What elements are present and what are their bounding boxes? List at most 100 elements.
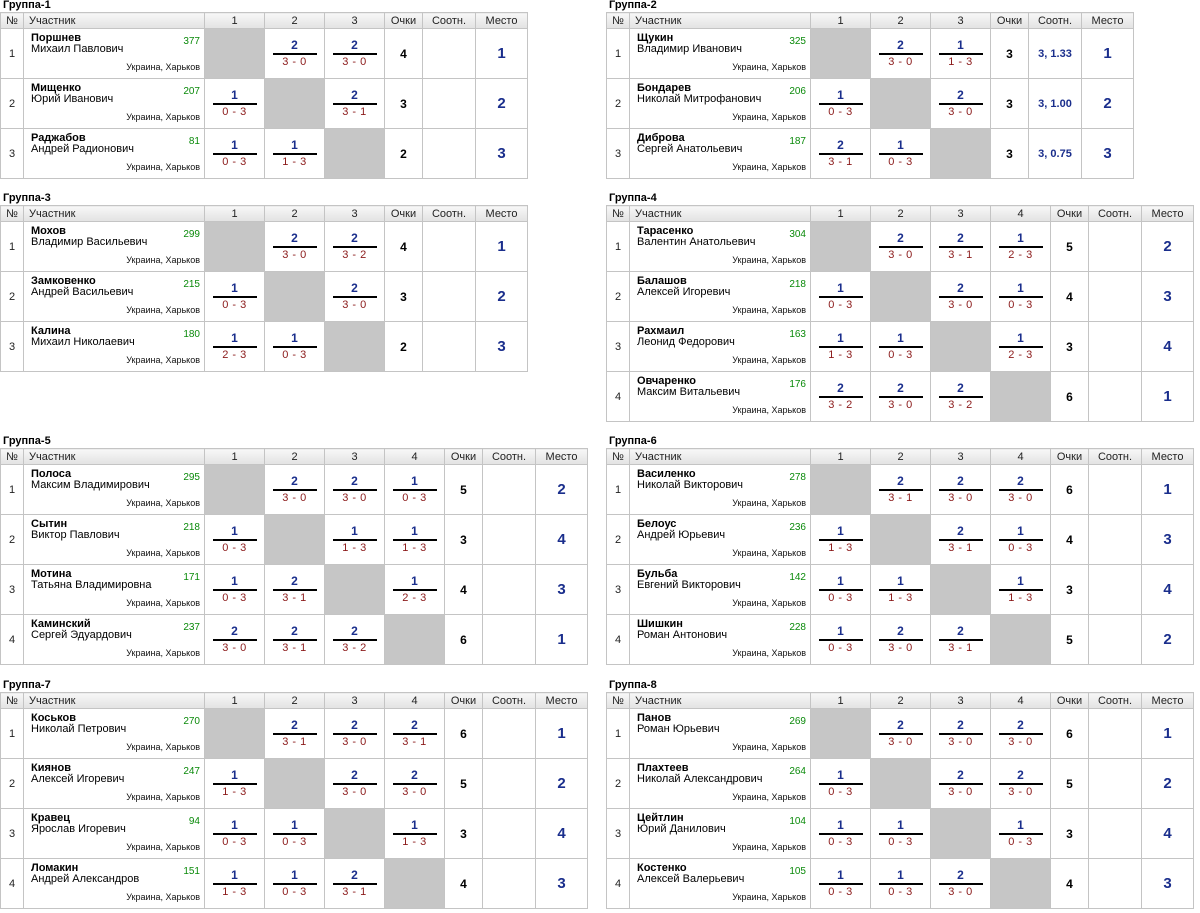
player-name: Алексей Игоревич: [637, 285, 731, 298]
table-row: 1 Полоса 295 Максим Владимирович Украина, Ха…: [0, 464, 588, 515]
player-surname[interactable]: Овчаренко: [637, 374, 696, 387]
player-surname[interactable]: Мищенко: [31, 81, 82, 94]
player-cell: Рахмаил 163 Леонид Федорович Украина, Харьк…: [629, 321, 811, 372]
header-ratio: Соотн.: [1088, 448, 1142, 465]
match-score: 1: [332, 524, 377, 541]
place-cell: 2: [475, 271, 528, 322]
player-name: Андрей Радионович: [31, 142, 134, 155]
player-cell: Замковенко 215 Андрей Васильевич Украина, Х…: [23, 271, 205, 322]
match-sets: 3 - 1: [342, 106, 367, 118]
match-sets: 3 - 0: [888, 399, 913, 411]
points-cell: 3: [1050, 564, 1089, 615]
player-rating: 218: [789, 278, 806, 290]
row-number: 2: [0, 514, 24, 565]
player-city: Украина, Харьков: [126, 111, 200, 122]
player-surname[interactable]: Мотина: [31, 567, 72, 580]
player-city: Украина, Харьков: [126, 161, 200, 172]
player-cell: Щукин 325 Владимир Иванович Украина, Харько…: [629, 28, 811, 79]
player-surname[interactable]: Щукин: [637, 31, 674, 44]
player-surname[interactable]: Коськов: [31, 711, 77, 724]
player-surname[interactable]: Поршнев: [31, 31, 82, 44]
match-score: 2: [332, 231, 377, 248]
player-surname[interactable]: Василенко: [637, 467, 696, 480]
player-cell: Панов 269 Роман Юрьевич Украина, Харьков: [629, 708, 811, 759]
player-city: Украина, Харьков: [126, 741, 200, 752]
player-surname[interactable]: Раджабов: [31, 131, 86, 144]
player-surname[interactable]: Плахтеев: [637, 761, 689, 774]
match-score: 1: [938, 38, 983, 55]
match-sets: 3 - 0: [888, 249, 913, 261]
self-cell: [990, 614, 1051, 665]
player-city: Украина, Харьков: [126, 841, 200, 852]
self-cell: [990, 858, 1051, 909]
match-score: 1: [818, 88, 863, 105]
table-row: 3 Диброва 187 Сергей Анатольевич Украина, Ха…: [606, 128, 1134, 179]
ratio-cell: [1088, 858, 1142, 909]
header-col-4: 4: [990, 448, 1051, 465]
table-row: 1 Мохов 299 Владимир Васильевич Украина, Хар…: [0, 221, 528, 272]
player-cell: Бондарев 206 Николай Митрофанович Украина, …: [629, 78, 811, 129]
self-cell: [930, 128, 991, 179]
player-surname[interactable]: Сытин: [31, 517, 68, 530]
player-surname[interactable]: Бульба: [637, 567, 678, 580]
player-surname[interactable]: Калина: [31, 324, 71, 337]
player-surname[interactable]: Замковенко: [31, 274, 96, 287]
player-surname[interactable]: Шишкин: [637, 617, 683, 630]
match-score: 2: [332, 868, 377, 885]
table-row: 2 Мищенко 207 Юрий Иванович Украина, Харьков…: [0, 78, 528, 129]
points-cell: 3: [1050, 808, 1089, 859]
player-city: Украина, Харьков: [126, 547, 200, 558]
match-sets: 3 - 1: [402, 736, 427, 748]
match-sets: 2 - 3: [222, 349, 247, 361]
match-sets: 3 - 0: [282, 56, 307, 68]
player-rating: 218: [183, 521, 200, 533]
player-surname[interactable]: Белоус: [637, 517, 677, 530]
player-name: Алексей Валерьевич: [637, 872, 745, 885]
player-surname[interactable]: Панов: [637, 711, 672, 724]
player-info: Каминский 237 Сергей Эдуардович Украина, Ха…: [24, 616, 204, 664]
match-sets: 1 - 3: [222, 786, 247, 798]
match-sets: 3 - 0: [948, 492, 973, 504]
match-sets: 0 - 3: [828, 299, 853, 311]
table-row: 3 Раджабов 81 Андрей Радионович Украина, Хар…: [0, 128, 528, 179]
header-col-2: 2: [264, 12, 325, 29]
row-number: 2: [606, 514, 630, 565]
group-1: Группа-1 № Участник 1 2 3 Очки Соотн. Место 1 Порш…: [0, 0, 528, 179]
match-score: 2: [272, 38, 317, 55]
player-surname[interactable]: Тарасенко: [637, 224, 694, 237]
player-city: Украина, Харьков: [732, 111, 806, 122]
player-surname[interactable]: Рахмаил: [637, 324, 685, 337]
points-cell: 3: [990, 128, 1029, 179]
player-surname[interactable]: Цейтлин: [637, 811, 684, 824]
points-cell: 3: [1050, 321, 1089, 372]
header-col-1: 1: [204, 692, 265, 709]
player-surname[interactable]: Полоса: [31, 467, 72, 480]
player-surname[interactable]: Киянов: [31, 761, 72, 774]
player-surname[interactable]: Балашов: [637, 274, 687, 287]
table-row: 4 Ломакин 151 Андрей Александров Украина, Ха…: [0, 858, 588, 909]
player-rating: 171: [183, 571, 200, 583]
player-surname[interactable]: Мохов: [31, 224, 66, 237]
self-cell: [810, 708, 871, 759]
match-score: 1: [212, 768, 257, 785]
player-surname[interactable]: Ломакин: [31, 861, 79, 874]
header-col-3: 3: [930, 692, 991, 709]
player-info: Замковенко 215 Андрей Васильевич Украина, Х…: [24, 273, 204, 321]
player-surname[interactable]: Каминский: [31, 617, 91, 630]
player-surname[interactable]: Костенко: [637, 861, 687, 874]
self-cell: [810, 221, 871, 272]
player-name: Николай Александрович: [637, 772, 763, 785]
player-surname[interactable]: Диброва: [637, 131, 685, 144]
group-title: Группа-6: [609, 435, 657, 447]
player-surname[interactable]: Кравец: [31, 811, 71, 824]
ratio-cell: 3, 1.33: [1028, 28, 1082, 79]
player-surname[interactable]: Бондарев: [637, 81, 691, 94]
